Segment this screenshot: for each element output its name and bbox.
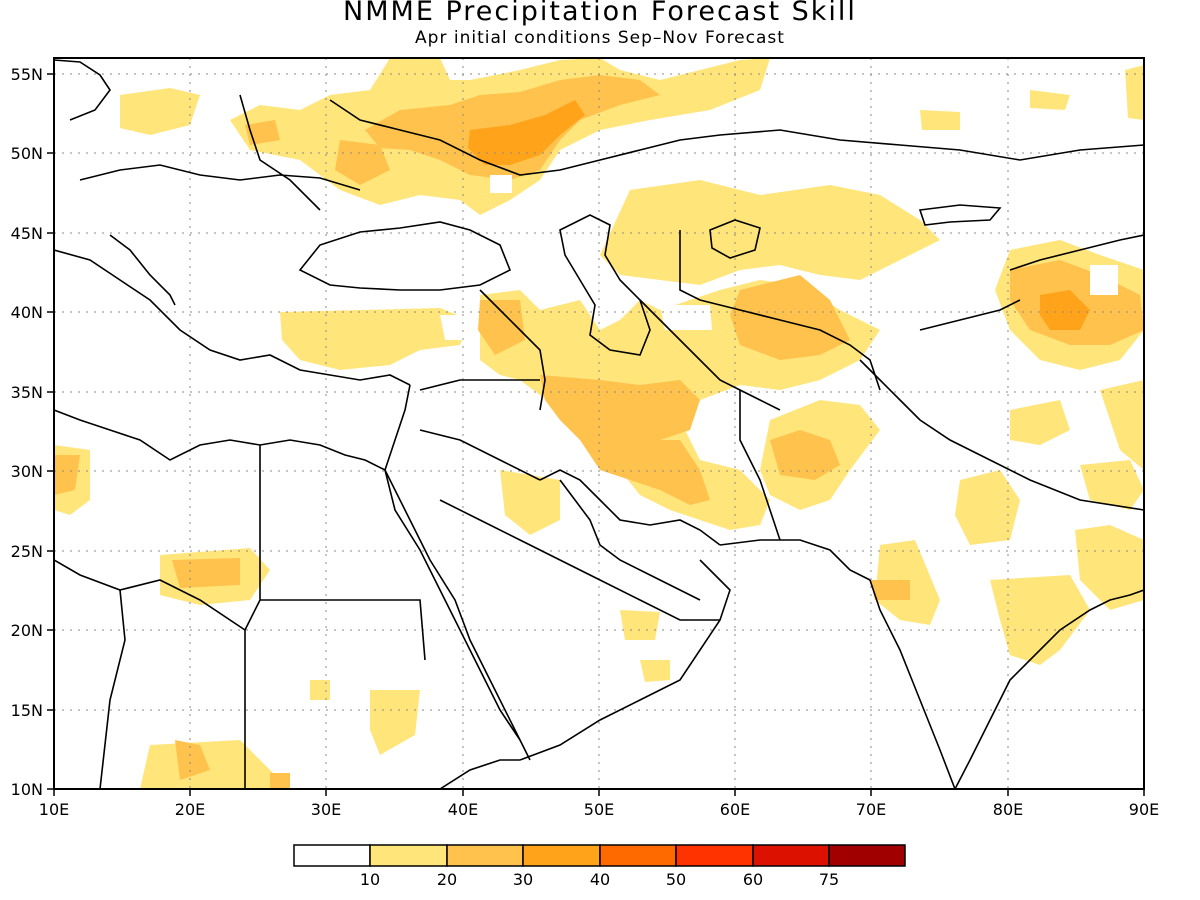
x-tick-label: 70E [856, 800, 886, 819]
colorbar-label: 50 [666, 870, 686, 889]
skill-gaps [440, 175, 1118, 340]
colorbar-swatch [828, 844, 906, 867]
colorbar-swatch [446, 844, 524, 867]
y-tick-label: 40N [11, 303, 43, 322]
x-tick-label: 50E [584, 800, 614, 819]
colorbar-label: 40 [590, 870, 610, 889]
y-tick-label: 15N [11, 701, 43, 720]
y-tick-label: 50N [11, 144, 43, 163]
colorbar-swatch [599, 844, 677, 867]
skill-level-30-40 [468, 100, 1090, 330]
y-tick-label: 55N [11, 65, 43, 84]
colorbar-label: 30 [513, 870, 533, 889]
skill-shading [54, 58, 1144, 789]
colorbar-label: 20 [437, 870, 457, 889]
x-tick-label: 60E [720, 800, 750, 819]
colorbar-label: 10 [360, 870, 380, 889]
colorbar-label: 60 [743, 870, 763, 889]
y-tick-label: 25N [11, 542, 43, 561]
lat-lon-grid [54, 58, 1144, 789]
coastlines-and-borders [54, 59, 1144, 789]
colorbar-swatch [369, 844, 448, 867]
x-tick-label: 80E [993, 800, 1023, 819]
y-tick-label: 20N [11, 621, 43, 640]
x-axis-labels: 10E 20E 30E 40E 50E 60E 70E 80E 90E [39, 800, 1159, 819]
x-tick-label: 10E [39, 800, 69, 819]
x-tick-label: 90E [1129, 800, 1159, 819]
axis-ticks [47, 73, 1145, 796]
colorbar-swatch [675, 844, 754, 867]
y-axis-labels: 55N 50N 45N 40N 35N 30N 25N 20N 15N 10N [11, 65, 43, 799]
colorbar: 10 20 30 40 50 60 75 [293, 844, 906, 889]
colorbar-swatch [752, 844, 830, 867]
colorbar-swatch [522, 844, 601, 867]
chart-subtitle: Apr initial conditions Sep–Nov Forecast [415, 28, 785, 48]
chart-title: NMME Precipitation Forecast Skill [343, 0, 857, 27]
y-tick-label: 45N [11, 224, 43, 243]
x-tick-label: 30E [311, 800, 341, 819]
y-tick-label: 30N [11, 462, 43, 481]
y-tick-label: 35N [11, 383, 43, 402]
skill-level-20-30 [54, 75, 1144, 789]
y-tick-label: 10N [11, 780, 43, 799]
x-tick-label: 40E [448, 800, 478, 819]
colorbar-label: 75 [819, 870, 839, 889]
colorbar-swatch [293, 844, 371, 867]
x-tick-label: 20E [175, 800, 205, 819]
